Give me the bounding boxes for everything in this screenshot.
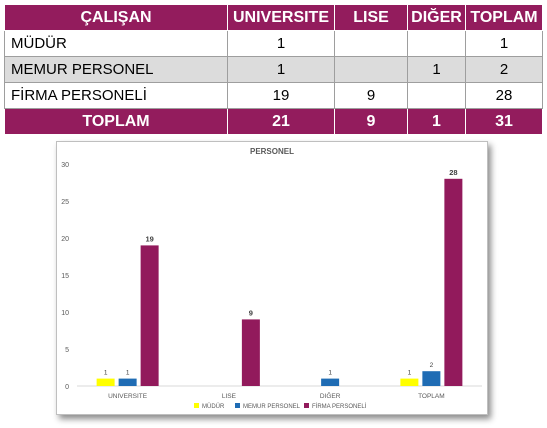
header-universite: UNIVERSITE [227, 4, 335, 31]
data-label: 2 [430, 362, 434, 369]
chart-panel: PERSONEL 0 5 10 15 20 25 30 1 1 19 UNIVERSITE 9 LISE 1… [56, 141, 488, 415]
cell-value [407, 82, 466, 109]
y-tick-label: 30 [61, 162, 69, 169]
cell-value: 19 [227, 82, 335, 109]
cell-value: 9 [334, 82, 408, 109]
cell-value: 28 [465, 82, 543, 109]
y-tick-label: 5 [65, 347, 69, 354]
cell-value [407, 30, 466, 57]
total-value: 1 [407, 108, 466, 135]
chart-title: PERSONEL [250, 147, 294, 156]
row-label-memur: MEMUR PERSONEL [4, 56, 228, 83]
legend-label: MEMUR PERSONEL [243, 404, 301, 410]
category-label: DIĞER [320, 391, 341, 400]
bar [444, 178, 463, 386]
y-tick-label: 10 [61, 310, 69, 317]
legend-label: FİRMA PERSONELİ [312, 403, 367, 410]
legend-label: MÜDÜR [202, 403, 225, 410]
legend-swatch [235, 403, 240, 408]
table-row: MÜDÜR 1 1 [4, 30, 543, 57]
bar [400, 378, 419, 386]
row-label-firma: FİRMA PERSONELİ [4, 82, 228, 109]
data-label: 1 [408, 370, 412, 377]
legend-swatch [194, 403, 199, 408]
category-label: LISE [222, 393, 237, 400]
header-toplam: TOPLAM [465, 4, 543, 31]
bar-chart: PERSONEL 0 5 10 15 20 25 30 1 1 19 UNIVERSITE 9 LISE 1… [61, 147, 482, 410]
header-lise: LISE [334, 4, 408, 31]
data-label: 1 [104, 370, 108, 377]
table-row: MEMUR PERSONEL 1 1 2 [4, 56, 543, 83]
cell-value: 1 [227, 30, 335, 57]
legend-swatch [304, 403, 309, 408]
total-value: 31 [465, 108, 543, 135]
y-tick-label: 0 [65, 384, 69, 391]
data-label: 1 [328, 370, 332, 377]
total-label: TOPLAM [4, 108, 228, 135]
row-label-mudur: MÜDÜR [4, 30, 228, 57]
table-header-row: ÇALIŞAN UNIVERSITE LISE DIĞER TOPLAM [4, 4, 543, 31]
table-total-row: TOPLAM 21 9 1 31 [4, 108, 543, 135]
data-label: 1 [126, 370, 130, 377]
table-row: FİRMA PERSONELİ 19 9 28 [4, 82, 543, 109]
category-label: UNIVERSITE [108, 393, 148, 400]
header-diger: DIĞER [407, 4, 466, 31]
data-label: 9 [249, 308, 253, 317]
bar [241, 319, 260, 386]
cell-value: 1 [227, 56, 335, 83]
bar [96, 378, 115, 386]
data-label: 19 [145, 234, 153, 243]
cell-value: 1 [465, 30, 543, 57]
bar [140, 245, 159, 386]
y-tick-label: 25 [61, 199, 69, 206]
cell-value [334, 56, 408, 83]
bar [422, 371, 441, 386]
category-label: TOPLAM [418, 393, 445, 400]
bar [118, 378, 137, 386]
cell-value: 1 [407, 56, 466, 83]
cell-value [334, 30, 408, 57]
personnel-table: ÇALIŞAN UNIVERSITE LISE DIĞER TOPLAM MÜD… [4, 4, 543, 135]
header-calisan: ÇALIŞAN [4, 4, 228, 31]
y-tick-label: 15 [61, 273, 69, 280]
total-value: 21 [227, 108, 335, 135]
total-value: 9 [334, 108, 408, 135]
bar [321, 378, 340, 386]
y-tick-label: 20 [61, 236, 69, 243]
data-label: 28 [449, 168, 457, 177]
cell-value: 2 [465, 56, 543, 83]
